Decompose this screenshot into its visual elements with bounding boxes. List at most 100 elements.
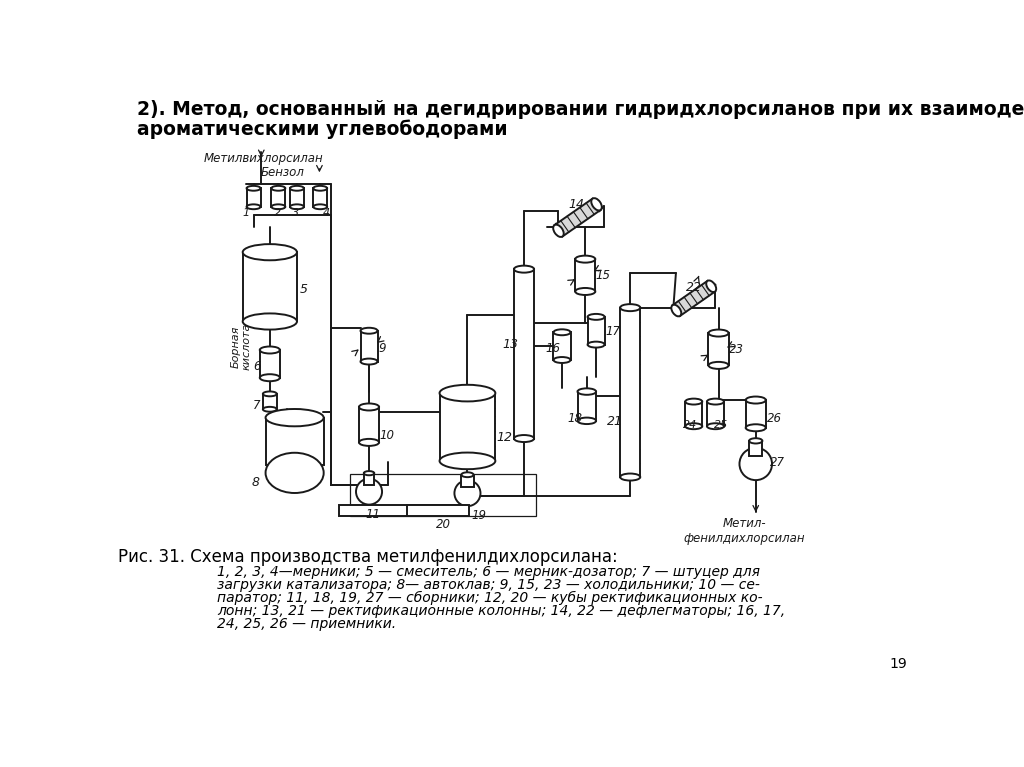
- Ellipse shape: [685, 399, 702, 404]
- Circle shape: [356, 479, 382, 505]
- Ellipse shape: [243, 314, 297, 330]
- Bar: [673, 281, 715, 316]
- Ellipse shape: [359, 403, 379, 410]
- Bar: [709, 333, 729, 365]
- Text: 12: 12: [496, 431, 512, 444]
- Text: ароматическими углевободорами: ароматическими углевободорами: [137, 120, 508, 140]
- Bar: [260, 350, 280, 377]
- Bar: [554, 332, 570, 360]
- Text: 1, 2, 3, 4—мерники; 5 — смеситель; 6 — мерник-дозатор; 7 — штуцер для: 1, 2, 3, 4—мерники; 5 — смеситель; 6 — м…: [217, 565, 760, 579]
- Ellipse shape: [621, 473, 640, 481]
- Circle shape: [455, 480, 480, 506]
- Ellipse shape: [709, 330, 729, 337]
- Bar: [685, 402, 702, 426]
- Text: 1: 1: [243, 209, 250, 219]
- Ellipse shape: [265, 453, 324, 493]
- Ellipse shape: [588, 341, 604, 347]
- Ellipse shape: [707, 281, 716, 292]
- Bar: [575, 259, 595, 291]
- Ellipse shape: [265, 409, 324, 426]
- Ellipse shape: [313, 186, 328, 191]
- Bar: [263, 394, 276, 410]
- Bar: [554, 199, 600, 236]
- Ellipse shape: [553, 225, 564, 237]
- Bar: [243, 252, 297, 321]
- Ellipse shape: [745, 424, 766, 431]
- Ellipse shape: [707, 423, 724, 430]
- Ellipse shape: [745, 397, 766, 403]
- Bar: [247, 188, 260, 207]
- Ellipse shape: [271, 186, 286, 191]
- Ellipse shape: [578, 388, 596, 395]
- Text: 20: 20: [436, 518, 452, 531]
- Ellipse shape: [514, 435, 535, 442]
- Ellipse shape: [247, 204, 260, 209]
- Text: 22: 22: [686, 281, 702, 295]
- Ellipse shape: [707, 399, 724, 404]
- Bar: [707, 402, 724, 426]
- Ellipse shape: [578, 417, 596, 424]
- Ellipse shape: [554, 329, 570, 335]
- Ellipse shape: [263, 407, 276, 412]
- Ellipse shape: [672, 304, 681, 316]
- Ellipse shape: [591, 198, 602, 210]
- Bar: [621, 308, 640, 477]
- Text: Рис. 31. Схема производства метилфенилдихлорсилана:: Рис. 31. Схема производства метилфенилди…: [119, 548, 618, 566]
- Text: 15: 15: [595, 269, 610, 282]
- Text: 4: 4: [323, 209, 330, 219]
- Ellipse shape: [685, 423, 702, 430]
- Ellipse shape: [263, 391, 276, 397]
- Text: 21: 21: [607, 416, 623, 429]
- Ellipse shape: [554, 357, 570, 363]
- Ellipse shape: [750, 438, 763, 443]
- Text: 24, 25, 26 — приемники.: 24, 25, 26 — приемники.: [217, 617, 396, 631]
- Bar: [364, 473, 374, 486]
- Text: Метил-
фенилдихлорсилан: Метил- фенилдихлорсилан: [683, 517, 805, 545]
- Ellipse shape: [271, 204, 286, 209]
- Ellipse shape: [621, 304, 640, 311]
- Text: 25: 25: [714, 420, 728, 430]
- Text: 11: 11: [366, 508, 380, 521]
- Text: 27: 27: [770, 456, 784, 469]
- Text: 6: 6: [253, 360, 260, 373]
- Bar: [462, 475, 473, 487]
- Text: Борная
кислота: Борная кислота: [230, 323, 252, 370]
- Bar: [439, 393, 496, 461]
- Ellipse shape: [575, 255, 595, 262]
- Text: 18: 18: [567, 413, 583, 426]
- Ellipse shape: [313, 204, 328, 209]
- Bar: [360, 331, 378, 361]
- Ellipse shape: [709, 362, 729, 369]
- Text: 16: 16: [545, 342, 560, 355]
- Bar: [339, 505, 467, 515]
- Text: 9: 9: [378, 342, 386, 355]
- Ellipse shape: [514, 265, 535, 272]
- Text: 5: 5: [299, 283, 307, 296]
- Bar: [265, 418, 324, 466]
- Bar: [745, 400, 766, 428]
- Text: 13: 13: [503, 338, 518, 351]
- Bar: [578, 392, 596, 421]
- Ellipse shape: [364, 471, 374, 476]
- Text: 19: 19: [889, 657, 907, 671]
- Text: 26: 26: [767, 412, 781, 425]
- Ellipse shape: [575, 288, 595, 295]
- Bar: [359, 407, 379, 443]
- Text: 10: 10: [380, 429, 395, 442]
- Ellipse shape: [247, 186, 260, 191]
- Text: Метилвихлорсилан: Метилвихлорсилан: [204, 152, 324, 165]
- Ellipse shape: [360, 359, 378, 364]
- Ellipse shape: [439, 385, 496, 401]
- Bar: [750, 441, 763, 456]
- Text: лонн; 13, 21 — ректификационные колонны; 14, 22 — дефлегматоры; 16, 17,: лонн; 13, 21 — ректификационные колонны;…: [217, 604, 785, 618]
- Text: Бензол: Бензол: [261, 166, 305, 179]
- Bar: [313, 188, 328, 207]
- Text: 23: 23: [729, 343, 744, 356]
- Bar: [350, 474, 537, 515]
- Ellipse shape: [588, 314, 604, 320]
- Text: 3: 3: [292, 209, 299, 219]
- Text: 24: 24: [683, 420, 697, 430]
- Bar: [407, 505, 469, 515]
- Text: 17: 17: [605, 324, 621, 337]
- Ellipse shape: [260, 374, 280, 381]
